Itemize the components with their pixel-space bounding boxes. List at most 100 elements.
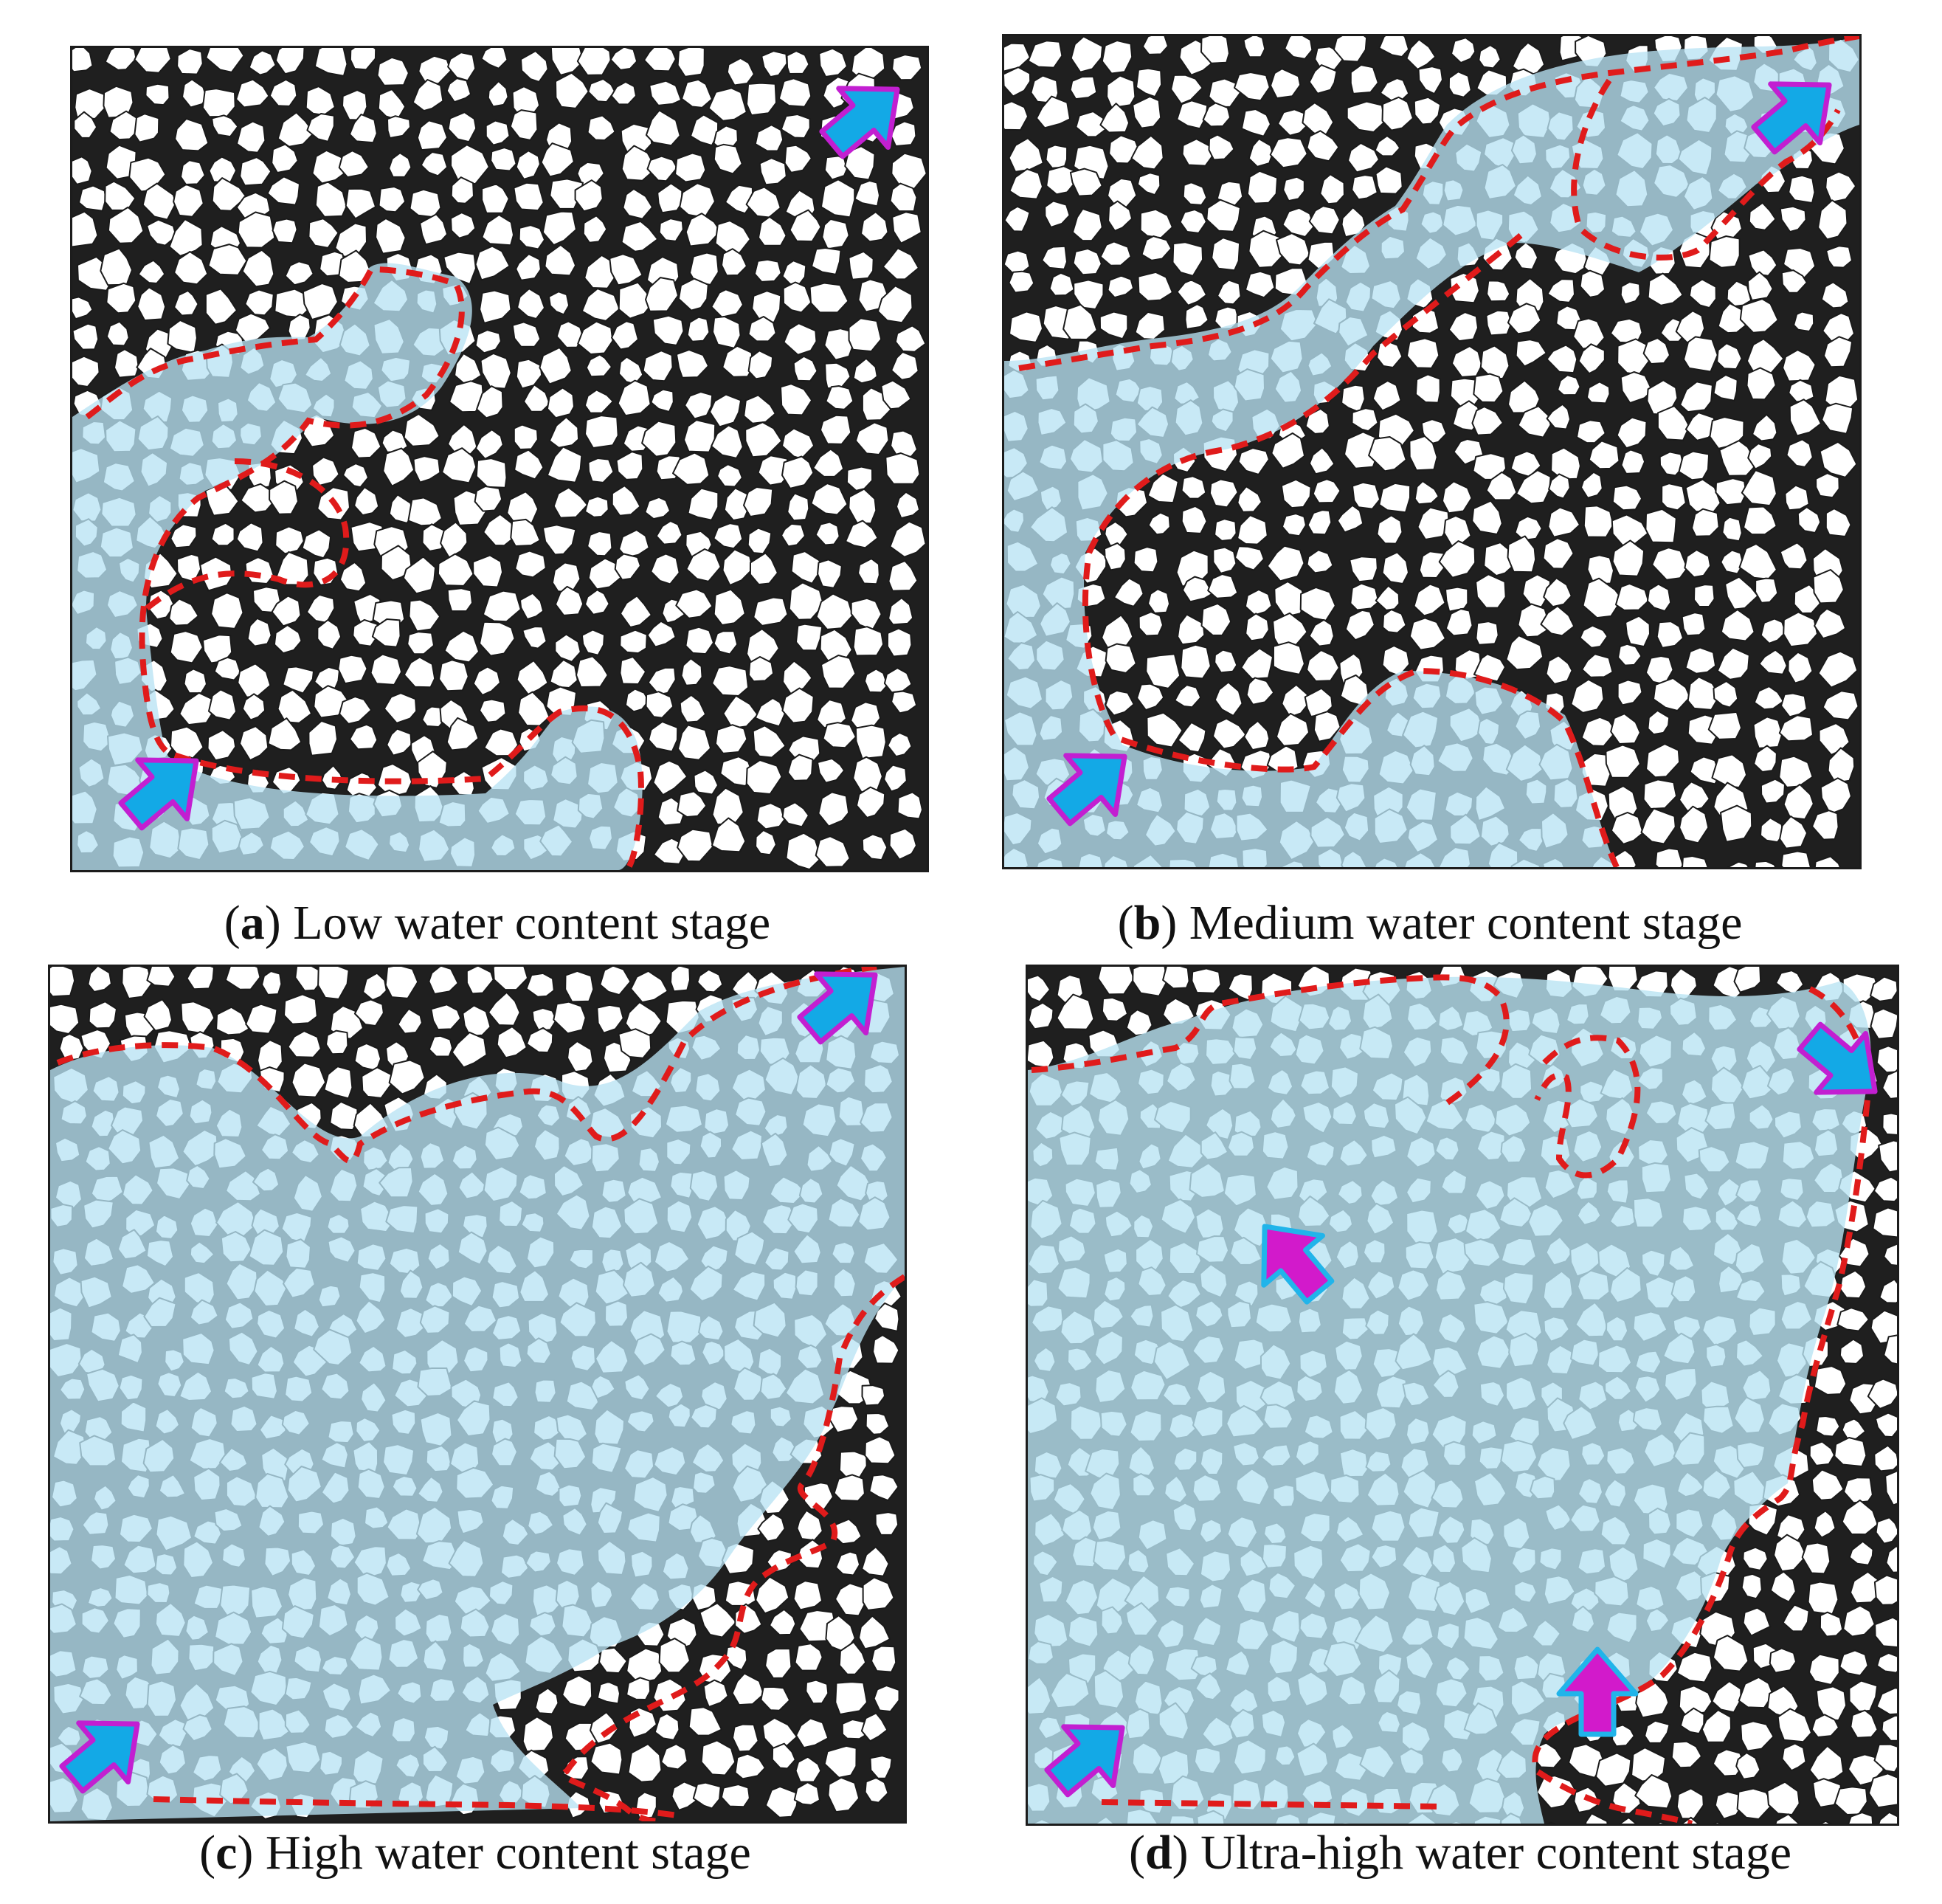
sand-grain <box>615 451 644 480</box>
sand-grain <box>1656 621 1684 649</box>
sand-grain <box>261 970 283 996</box>
sand-grain <box>812 448 845 477</box>
sand-grain <box>862 1576 895 1611</box>
sand-grain <box>1752 716 1783 749</box>
sand-grain <box>1815 472 1840 499</box>
sand-grain <box>1200 602 1232 636</box>
sand-grain <box>1747 249 1778 277</box>
sand-grain <box>1517 405 1552 438</box>
sand-grain <box>657 182 683 214</box>
sand-grain <box>1610 812 1644 845</box>
sand-grain <box>759 157 787 186</box>
sand-grain <box>838 1641 867 1675</box>
sand-grain <box>618 1028 652 1059</box>
sand-grain <box>383 692 418 724</box>
sand-grain <box>845 520 879 549</box>
sand-grain <box>1746 271 1774 301</box>
sand-grain <box>805 1679 829 1705</box>
sand-grain <box>844 145 876 181</box>
sand-grain <box>474 486 503 512</box>
sand-grain <box>1209 478 1239 508</box>
sand-grain <box>487 80 509 108</box>
sand-grain <box>525 972 555 998</box>
sand-grain <box>362 972 387 1001</box>
sand-grain <box>1881 1069 1897 1100</box>
sand-grain <box>1214 681 1243 717</box>
sand-grain <box>781 522 806 548</box>
sand-grain <box>554 585 584 616</box>
sand-grain <box>619 629 648 655</box>
sand-grain <box>146 967 176 987</box>
sand-grain <box>1409 435 1438 472</box>
sand-grain <box>1170 74 1203 105</box>
sand-grain <box>643 48 677 72</box>
sand-grain <box>587 458 615 483</box>
sand-grain <box>1147 588 1170 614</box>
sand-grain <box>1620 371 1654 404</box>
sand-grain <box>864 668 888 694</box>
sand-grain <box>174 117 210 152</box>
sand-grain <box>1132 967 1168 997</box>
sand-grain <box>1106 75 1136 109</box>
sand-grain <box>488 991 521 1027</box>
sand-grain <box>1174 684 1202 708</box>
sand-grain <box>1827 747 1856 784</box>
sand-grain <box>542 210 577 246</box>
sand-grain <box>642 350 674 382</box>
sand-grain <box>1760 817 1784 844</box>
sand-grain <box>792 1580 823 1611</box>
sand-grain <box>449 380 485 413</box>
sand-grain <box>1617 679 1643 706</box>
sand-grain <box>1679 381 1713 413</box>
boundary-line-d4 <box>1101 1799 1442 1810</box>
sand-grain <box>1870 976 1897 1002</box>
sand-grain <box>584 389 614 414</box>
sand-grain <box>1382 608 1407 634</box>
sand-grain <box>1813 1510 1836 1539</box>
sand-grain <box>835 1551 861 1576</box>
sand-grain <box>725 1645 748 1671</box>
sand-grain <box>686 316 711 342</box>
sand-grain <box>1620 449 1646 475</box>
pore-image-b <box>1004 36 1859 867</box>
sand-grain <box>72 210 99 248</box>
sand-grain <box>1009 311 1043 343</box>
sand-grain <box>1780 269 1808 294</box>
sand-grain <box>1406 38 1437 70</box>
sand-grain <box>1576 419 1606 444</box>
sand-grain <box>1691 508 1720 537</box>
sand-grain <box>514 550 547 579</box>
caption-text-a: Low water content stage <box>293 896 771 950</box>
sand-grain <box>1555 305 1583 331</box>
sand-grain <box>397 1008 423 1035</box>
sand-grain <box>1775 1813 1800 1824</box>
sand-grain <box>652 314 685 346</box>
sand-grain <box>1653 677 1691 711</box>
sand-grain <box>883 764 908 793</box>
sand-grain <box>760 1686 791 1711</box>
sand-grain <box>182 78 208 108</box>
sand-grain <box>709 393 742 428</box>
sand-grain <box>1782 349 1817 382</box>
sand-grain <box>474 329 502 354</box>
boundary-line-c3 <box>153 1796 678 1818</box>
sand-grain <box>1350 64 1379 94</box>
sand-grain <box>1104 542 1127 571</box>
sand-grain <box>1277 108 1310 137</box>
sand-grain <box>1271 432 1306 469</box>
sand-grain <box>1712 1635 1749 1672</box>
sand-grain <box>349 114 378 144</box>
boundary-line-d <box>1031 974 1510 1110</box>
sand-grain <box>1378 482 1411 514</box>
sand-grain <box>239 156 272 187</box>
sand-grain <box>1760 618 1786 644</box>
sand-grain <box>1676 1651 1713 1683</box>
sand-grain <box>894 325 927 353</box>
sand-grain <box>1825 170 1857 203</box>
sand-grain <box>1735 1752 1761 1780</box>
sand-grain <box>860 211 889 243</box>
sand-grain <box>1580 471 1603 499</box>
sand-grain <box>1308 205 1341 235</box>
sand-grain <box>809 282 849 314</box>
sand-grain <box>1217 279 1242 306</box>
